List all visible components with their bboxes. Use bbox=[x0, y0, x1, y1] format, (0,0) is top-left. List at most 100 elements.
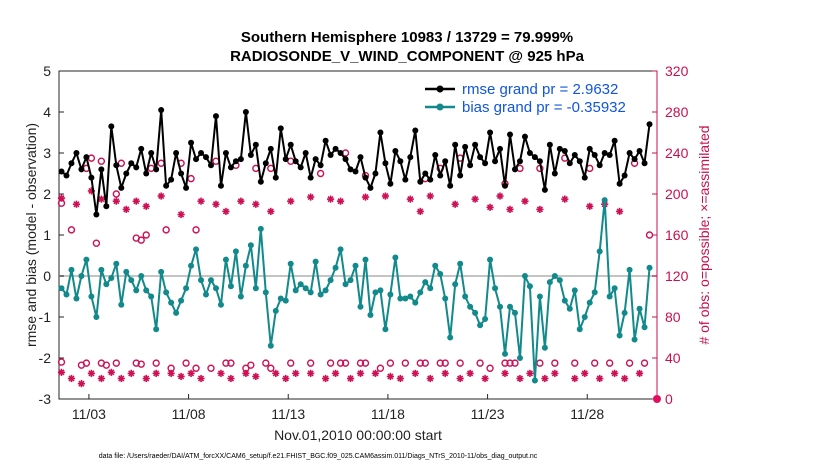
obs-possible-point bbox=[182, 359, 190, 367]
obs-possible-point bbox=[486, 364, 494, 372]
series-point bbox=[352, 262, 359, 269]
series-point bbox=[207, 162, 214, 169]
series-point bbox=[347, 166, 354, 173]
series-point bbox=[257, 178, 264, 185]
series-point bbox=[417, 289, 424, 296]
series-point bbox=[68, 160, 75, 167]
y-right-tick-label: 200 bbox=[665, 186, 689, 202]
series-point bbox=[277, 295, 284, 302]
series-point bbox=[442, 158, 449, 165]
series-point bbox=[511, 166, 518, 173]
obs-possible-point bbox=[645, 231, 654, 239]
series-point bbox=[462, 293, 469, 300]
obs-assimilated-point bbox=[466, 369, 474, 377]
plot-area bbox=[58, 70, 658, 400]
obs-assimilated-point bbox=[142, 202, 150, 210]
obs-assimilated-point bbox=[581, 369, 589, 377]
obs-assimilated-point bbox=[596, 374, 604, 383]
series-point bbox=[576, 326, 583, 333]
series-point bbox=[372, 170, 379, 177]
obs-assimilated-point bbox=[272, 369, 280, 377]
series-point bbox=[571, 287, 578, 294]
series-point bbox=[193, 156, 200, 163]
series-point bbox=[307, 289, 314, 296]
series-point bbox=[447, 182, 454, 189]
series-point bbox=[516, 158, 523, 165]
y-tick-label: 2 bbox=[43, 186, 51, 202]
y-right-tick-label: 0 bbox=[665, 391, 673, 407]
series-point bbox=[327, 152, 334, 159]
y-right-tick-label: 160 bbox=[665, 227, 689, 243]
obs-assimilated-point bbox=[267, 207, 275, 216]
series-point bbox=[317, 291, 324, 298]
series-point bbox=[267, 342, 274, 349]
series-point bbox=[357, 303, 364, 310]
obs-possible-point bbox=[57, 358, 66, 366]
obs-assimilated-point bbox=[441, 369, 449, 377]
series-point bbox=[531, 154, 538, 161]
obs-assimilated-point bbox=[287, 197, 295, 205]
series-point bbox=[477, 322, 484, 329]
series-point bbox=[417, 178, 424, 185]
obs-assimilated-point bbox=[77, 380, 86, 388]
obs-assimilated-point bbox=[197, 197, 205, 205]
series-point bbox=[576, 158, 583, 165]
y-tick-label: -1 bbox=[39, 309, 52, 325]
series-point bbox=[631, 336, 638, 343]
series-point bbox=[546, 141, 553, 148]
series-point bbox=[327, 277, 334, 284]
series-point bbox=[611, 285, 618, 292]
obs-assimilated-point bbox=[217, 369, 225, 377]
x-tick-label: 11/13 bbox=[271, 406, 305, 422]
series-point bbox=[422, 279, 429, 286]
obs-assimilated-point bbox=[411, 369, 419, 377]
series-point bbox=[108, 275, 115, 282]
series-point bbox=[362, 174, 369, 181]
obs-assimilated-point bbox=[307, 193, 315, 201]
legend: rmse grand pr = 2.9632 bias grand pr = -… bbox=[420, 78, 652, 116]
obs-possible-point bbox=[625, 359, 634, 367]
series-point bbox=[492, 285, 499, 292]
series-point bbox=[636, 305, 643, 312]
y-axis-left: -3 -2 -1 0 1 2 3 4 5 bbox=[39, 63, 64, 407]
series-point bbox=[536, 158, 543, 165]
series-point bbox=[257, 225, 264, 232]
obs-assimilated-point bbox=[416, 207, 424, 216]
x-tick-label: 11/08 bbox=[172, 406, 206, 422]
obs-possible-point bbox=[222, 359, 230, 367]
series-point bbox=[521, 133, 528, 140]
series-point bbox=[143, 287, 150, 294]
series-point bbox=[621, 172, 628, 179]
series-point bbox=[148, 293, 155, 300]
series-point bbox=[332, 264, 339, 271]
series-point bbox=[457, 260, 464, 267]
series-point bbox=[332, 145, 339, 152]
series-point bbox=[566, 305, 573, 312]
series-point bbox=[83, 154, 90, 161]
y-right-tick-label: 120 bbox=[665, 268, 689, 284]
obs-possible-point bbox=[376, 364, 385, 372]
series-point bbox=[452, 281, 459, 288]
series-point bbox=[502, 182, 509, 189]
series-point bbox=[541, 344, 548, 351]
obs-possible-point bbox=[162, 226, 170, 234]
obs-possible-point bbox=[421, 359, 429, 367]
obs-assimilated-point bbox=[252, 200, 260, 208]
obs-assimilated-point bbox=[516, 374, 524, 383]
series-point bbox=[377, 287, 384, 294]
x-tick-label: 11/23 bbox=[471, 406, 505, 422]
series-point bbox=[437, 270, 444, 277]
series-point bbox=[511, 309, 518, 316]
obs-possible-point bbox=[112, 190, 121, 198]
series-point bbox=[526, 283, 533, 290]
series-point bbox=[586, 145, 593, 152]
obs-possible-point bbox=[132, 359, 140, 367]
series-point bbox=[83, 256, 90, 263]
series-point bbox=[203, 154, 210, 161]
y-tick-label: 5 bbox=[43, 63, 51, 79]
obs-possible-point bbox=[551, 359, 559, 367]
series-point bbox=[183, 285, 190, 292]
series-point bbox=[58, 168, 65, 175]
obs-assimilated-point bbox=[586, 202, 594, 210]
series-point bbox=[287, 141, 294, 148]
